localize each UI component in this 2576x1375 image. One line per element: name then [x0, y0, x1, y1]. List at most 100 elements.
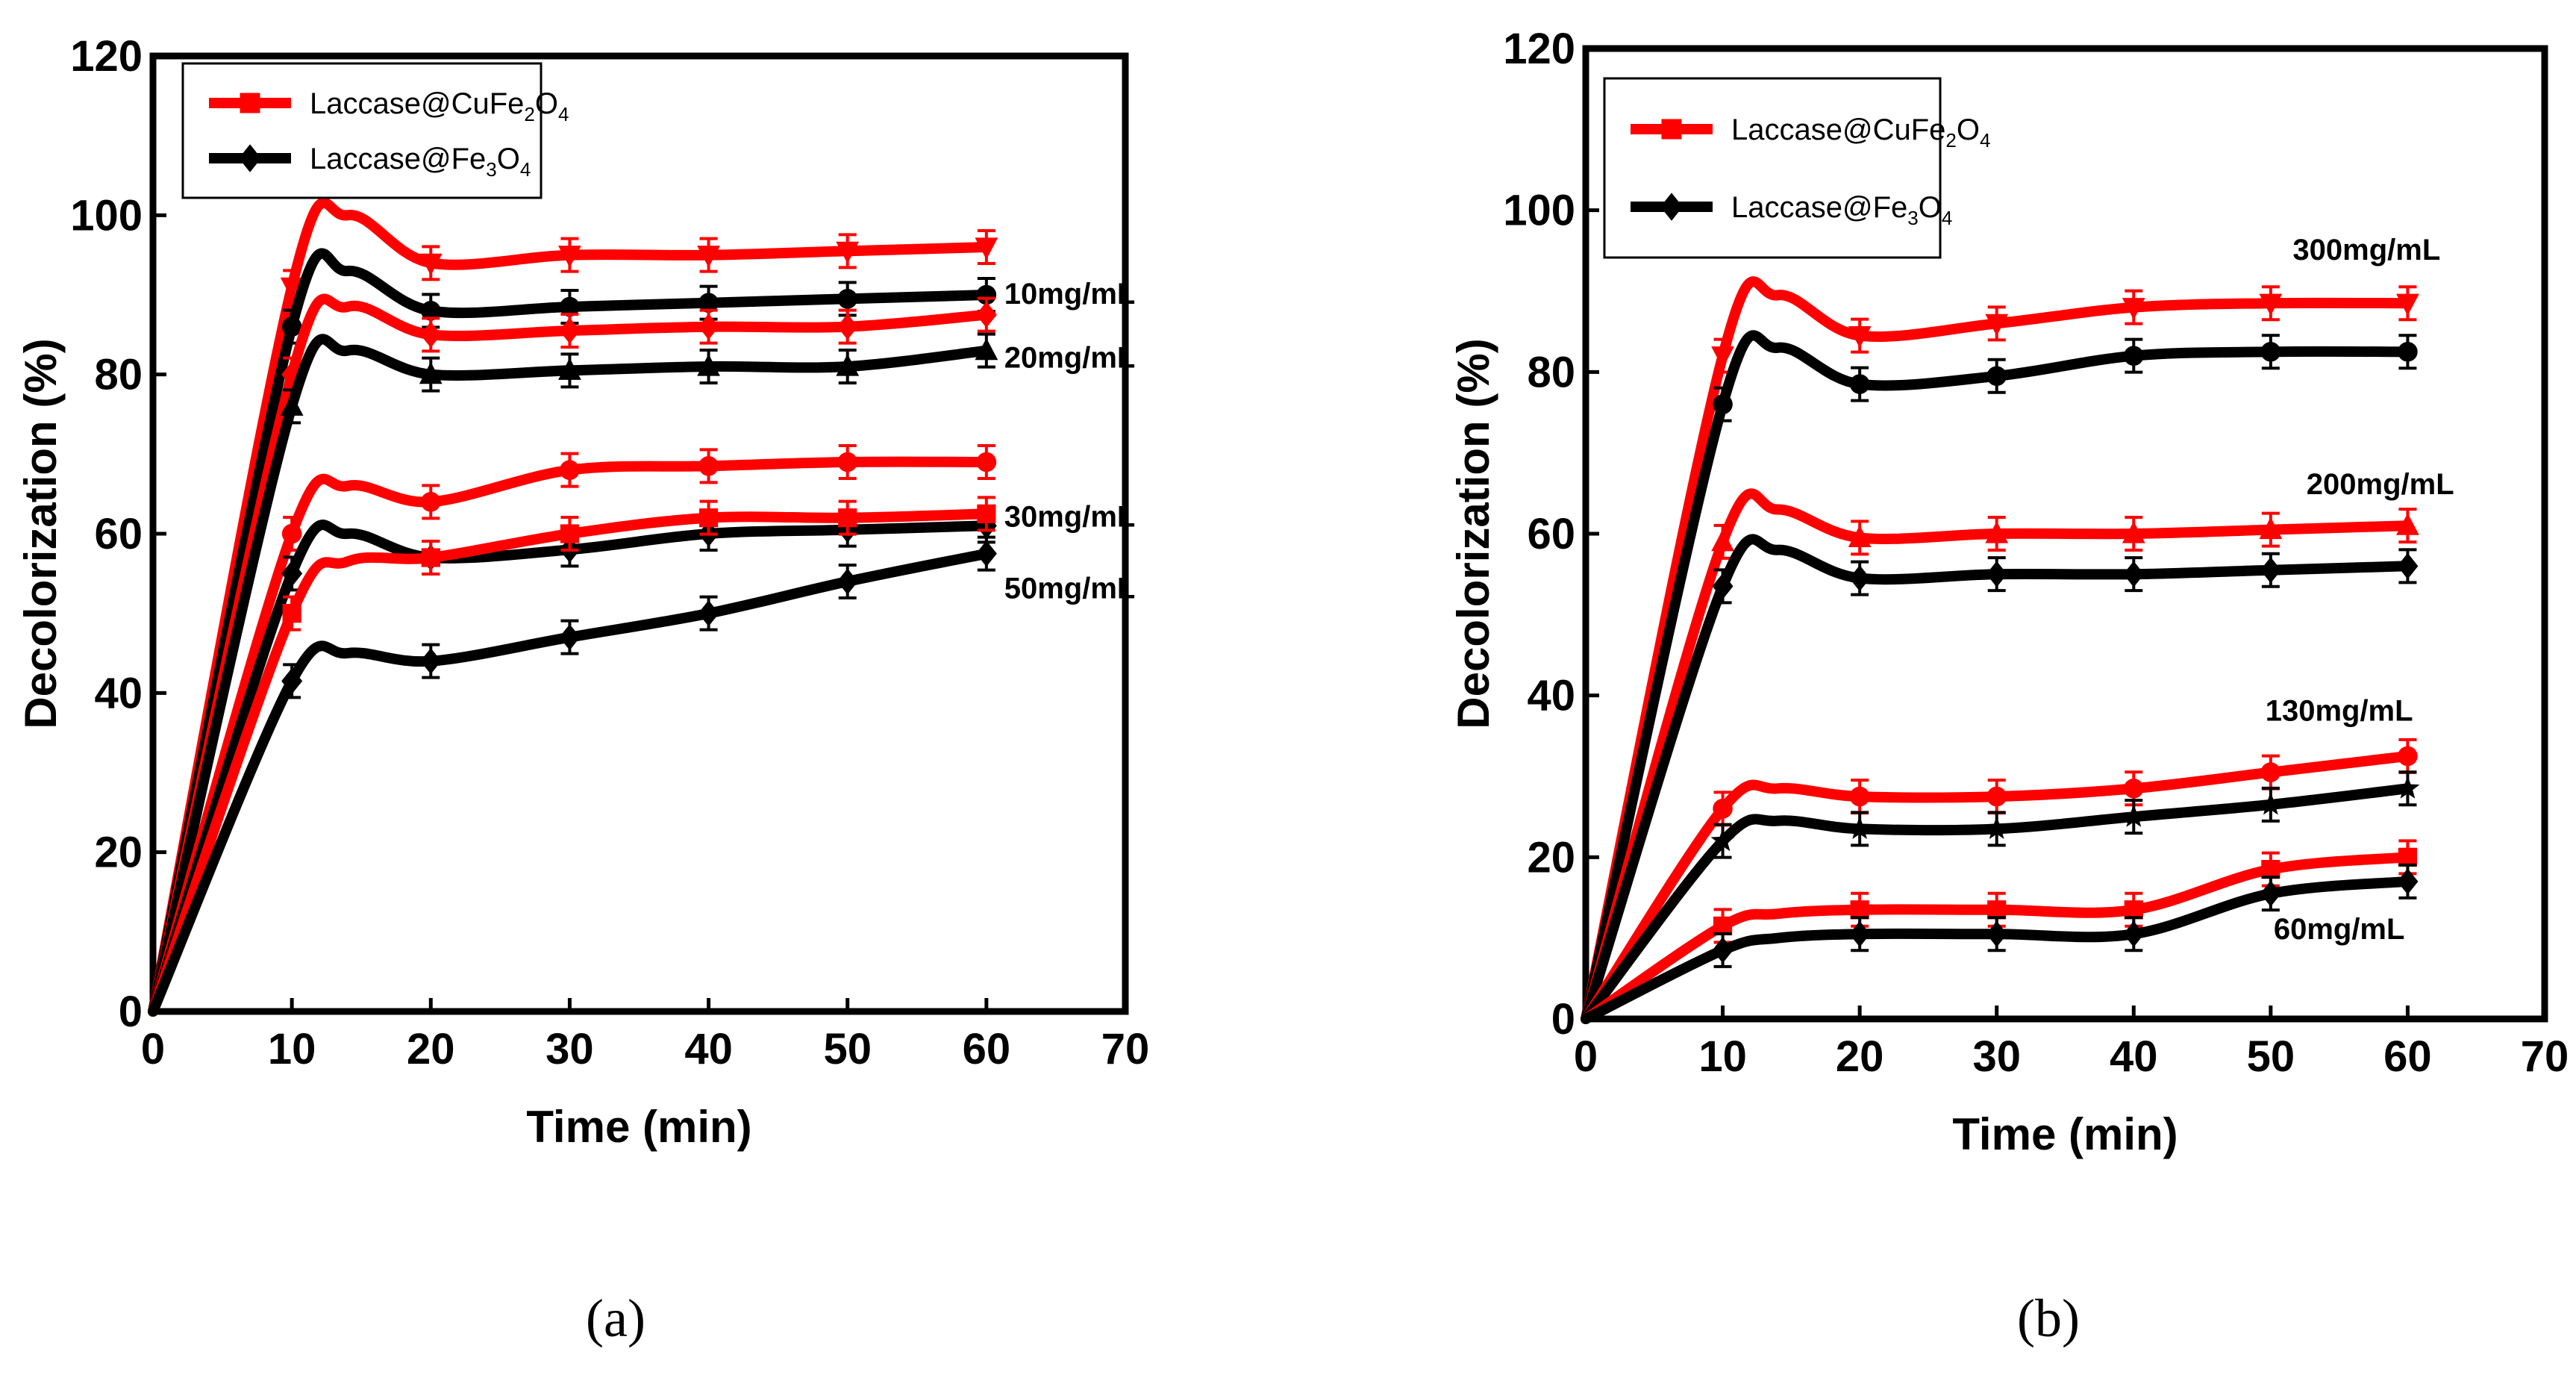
data-point [2122, 521, 2145, 543]
x-tick-label: 20 [407, 1025, 455, 1073]
legend-subscript: 4 [558, 103, 569, 125]
data-point [836, 241, 860, 264]
y-tick-label: 20 [94, 829, 143, 877]
data-point [1848, 816, 1872, 839]
data-point [420, 492, 441, 512]
data-point [558, 246, 581, 268]
data-point [419, 361, 443, 384]
data-point [1849, 565, 1871, 592]
legend-label: Laccase@Fe3O4 [1731, 191, 1952, 229]
data-point [281, 361, 303, 388]
x-axis-title: Time (min) [526, 1102, 751, 1152]
data-point [558, 358, 581, 380]
legend-label: Laccase@CuFe2O4 [1731, 113, 1990, 152]
data-point [282, 604, 301, 623]
data-series [1581, 534, 2419, 1024]
data-point [280, 277, 304, 300]
data-series [148, 444, 997, 1017]
x-tick-label: 60 [963, 1025, 1011, 1073]
data-point [1713, 394, 1733, 414]
concentration-label: 50mg/mL [1004, 573, 1136, 605]
y-tick-label: 80 [94, 351, 143, 399]
data-point [1712, 573, 1734, 599]
chart-panel-a: 0 10 20 30 40 50 60 70 0 20 40 60 80 100 120 Time (min)… [16, 32, 1149, 1348]
data-point [698, 293, 719, 313]
data-point [1710, 828, 1735, 852]
data-point [560, 524, 580, 543]
concentration-label: 30mg/mL [1004, 501, 1136, 534]
data-point [697, 246, 720, 268]
y-tick-label: 100 [70, 191, 143, 240]
legend-subscript: 4 [1942, 207, 1952, 229]
data-point [560, 460, 580, 480]
data-point [280, 393, 304, 416]
data-point [1984, 816, 2009, 839]
data-point [698, 456, 719, 476]
data-point [419, 253, 443, 276]
data-point [1711, 529, 1734, 552]
legend-text: Laccase@Fe [310, 143, 486, 175]
concentration-label: 20mg/mL [1004, 341, 1136, 374]
concentration-label: 200mg/mL [2307, 468, 2454, 501]
legend-marker [1661, 119, 1682, 140]
data-point [2260, 762, 2281, 782]
y-tick-label: 0 [1551, 995, 1575, 1044]
data-point [838, 508, 857, 528]
x-tick-label: 50 [823, 1025, 872, 1073]
series-line [1581, 750, 2413, 1024]
y-tick-label: 40 [94, 669, 143, 717]
data-point [281, 317, 302, 337]
y-axis-title: Decolorization (%) [16, 338, 66, 729]
legend-text: Laccase@Fe [1731, 191, 1907, 224]
y-tick-label: 100 [1503, 187, 1575, 235]
legend-subscript: 4 [1980, 129, 1990, 152]
data-point [1712, 937, 1734, 964]
data-point [560, 296, 580, 317]
data-series [1581, 488, 2419, 1024]
concentration-label: 10mg/mL [1004, 278, 1136, 311]
series-line [1581, 488, 2413, 1024]
data-point [837, 289, 858, 309]
data-point [421, 548, 440, 567]
legend-text: O [1957, 113, 1980, 146]
legend-text: O [535, 87, 558, 120]
data-series [1581, 863, 2419, 1024]
legend-text: O [1919, 191, 1942, 224]
data-point [1987, 900, 2007, 920]
x-tick-label: 40 [2110, 1032, 2158, 1081]
data-point [2260, 557, 2281, 584]
legend-subscript: 3 [1907, 207, 1918, 229]
data-point [2124, 900, 2143, 920]
data-point [2398, 847, 2418, 867]
data-point [2259, 517, 2283, 540]
data-point [1985, 314, 2009, 337]
legend-label: Laccase@Fe3O4 [310, 143, 531, 181]
series-line [148, 548, 992, 1017]
legend-subscript: 4 [520, 158, 531, 181]
x-axis-title: Time (min) [1952, 1109, 2178, 1159]
data-point [975, 237, 998, 260]
data-point [420, 321, 442, 348]
data-point [975, 540, 997, 567]
data-point [1986, 920, 2007, 947]
figure-caption: (b) [2017, 1288, 2080, 1348]
x-tick-label: 70 [2521, 1032, 2569, 1081]
legend-box [181, 62, 543, 199]
data-point [2260, 341, 2281, 362]
data-point [2123, 778, 2144, 799]
data-point [698, 600, 719, 627]
x-tick-label: 0 [1574, 1032, 1598, 1081]
y-tick-label: 120 [1503, 25, 1575, 73]
data-point [2261, 859, 2280, 879]
data-point [281, 667, 303, 694]
data-point [2398, 341, 2418, 362]
x-tick-label: 0 [141, 1025, 165, 1073]
y-tick-label: 60 [1527, 510, 1575, 558]
figure-caption: (a) [586, 1288, 645, 1348]
x-tick-label: 30 [1972, 1032, 2021, 1081]
data-point [1713, 916, 1733, 936]
data-point [1986, 561, 2007, 587]
legend-text: Laccase@CuFe [310, 87, 524, 120]
